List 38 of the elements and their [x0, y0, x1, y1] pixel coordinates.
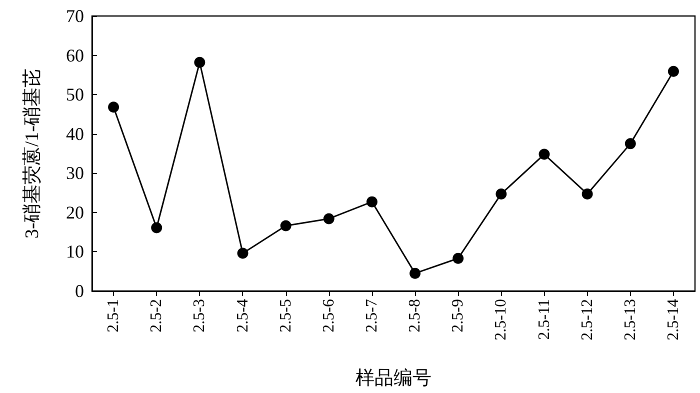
point — [280, 220, 292, 232]
point — [108, 102, 120, 113]
y-tick-label: 50 — [66, 84, 84, 105]
x-tick-label: 2.5-12 — [578, 299, 596, 340]
point — [452, 252, 464, 264]
x-tick-label: 2.5-9 — [450, 299, 467, 332]
point — [582, 188, 593, 200]
x-tick-label: 2.5-4 — [234, 299, 252, 332]
x-tick-label: 2.5-2 — [148, 299, 166, 332]
x-tick-label: 2.5-8 — [406, 299, 424, 332]
y-tick-label: 60 — [66, 45, 84, 66]
point — [151, 222, 162, 234]
x-tick-label: 2.5-5 — [277, 299, 294, 332]
y-axis-title: 3-硝基荧蒽/1-硝基芘 — [22, 68, 43, 238]
x-tick-label: 2.5-1 — [105, 299, 122, 332]
x-tick-label: 2.5-13 — [622, 299, 639, 340]
y-tick-label: 0 — [75, 281, 84, 301]
y-tick-label: 20 — [66, 202, 84, 222]
y-tick-label: 10 — [66, 242, 84, 262]
point — [323, 213, 334, 224]
point — [237, 248, 248, 259]
point — [668, 66, 679, 77]
point — [366, 196, 378, 208]
y-tick-label: 70 — [66, 6, 84, 26]
x-tick-label: 2.5-7 — [363, 299, 380, 332]
x-tick-label: 2.5-10 — [492, 299, 510, 340]
x-axis-title: 样品编号 — [356, 368, 432, 389]
x-tick-label: 2.5-6 — [320, 299, 338, 332]
x-tick-label: 2.5-11 — [536, 299, 553, 340]
point — [496, 188, 507, 200]
point — [410, 268, 421, 279]
x-tick-label: 2.5-3 — [191, 299, 208, 332]
point — [538, 148, 550, 160]
point — [624, 138, 636, 150]
point — [194, 56, 206, 68]
y-tick-label: 40 — [66, 124, 84, 144]
y-tick-label: 30 — [66, 163, 84, 184]
x-tick-label: 2.5-14 — [664, 299, 682, 340]
